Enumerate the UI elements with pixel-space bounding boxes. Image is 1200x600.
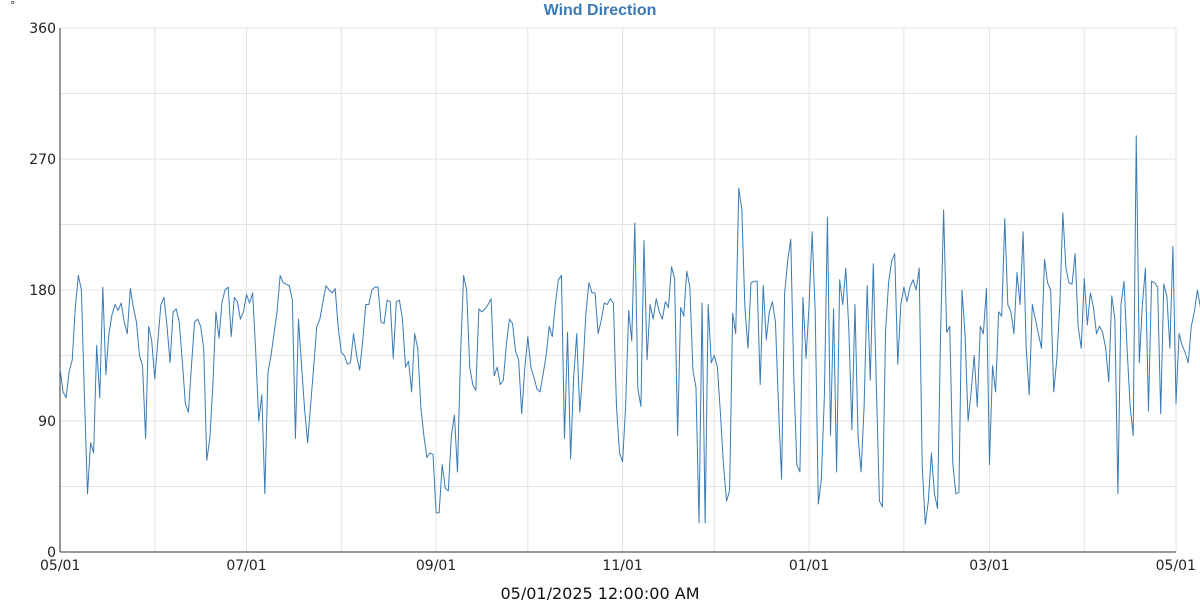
series-group	[59, 135, 1200, 525]
y-unit-label: °	[10, 0, 16, 12]
x-tick-label: 05/01	[40, 558, 80, 574]
grid-lines	[59, 27, 1177, 553]
axes	[59, 28, 1176, 553]
x-tick-label: 05/01	[1156, 558, 1196, 574]
chart-title: Wind Direction	[544, 2, 657, 19]
y-tick-labels: 0 90 180 270 360	[29, 21, 56, 561]
y-tick-label: 360	[29, 21, 56, 37]
y-tick-label: 270	[29, 152, 56, 168]
x-tick-label: 09/01	[416, 558, 456, 574]
x-tick-label: 03/01	[969, 558, 1009, 574]
y-tick-label: 0	[47, 545, 56, 561]
cursor-timestamp-label: 05/01/2025 12:00:00 AM	[501, 584, 700, 600]
x-tick-label: 07/01	[226, 558, 266, 574]
x-tick-label: 11/01	[602, 558, 642, 574]
series-line-wind-direction	[59, 135, 1200, 525]
y-tick-label: 90	[38, 414, 56, 430]
x-tick-label: 01/01	[789, 558, 829, 574]
y-tick-label: 180	[29, 283, 56, 299]
x-tick-labels: 05/01 07/01 09/01 11/01 01/01 03/01 05/01	[40, 558, 1196, 574]
